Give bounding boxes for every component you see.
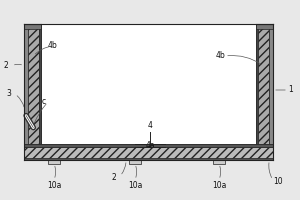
- Text: 2: 2: [3, 62, 8, 71]
- Text: c: c: [42, 98, 46, 106]
- Text: 4a: 4a: [145, 141, 155, 150]
- Text: 1: 1: [288, 85, 293, 94]
- Bar: [24, 24, 28, 144]
- Bar: [24, 144, 273, 147]
- Bar: [269, 24, 273, 144]
- Text: 10a: 10a: [212, 182, 226, 190]
- Bar: [39, 24, 41, 144]
- Bar: [24, 147, 273, 158]
- Bar: [41, 24, 256, 144]
- Text: 2: 2: [112, 173, 116, 182]
- Text: 4: 4: [148, 121, 152, 130]
- Text: 4b: 4b: [216, 51, 226, 60]
- Bar: [129, 160, 141, 164]
- Text: 4b: 4b: [48, 42, 58, 50]
- Bar: [28, 24, 39, 144]
- Bar: [213, 160, 225, 164]
- Bar: [24, 24, 41, 29]
- Bar: [256, 24, 273, 29]
- Bar: [24, 158, 273, 160]
- Text: 10a: 10a: [47, 182, 61, 190]
- Bar: [48, 160, 60, 164]
- Text: 10a: 10a: [128, 182, 142, 190]
- Text: 10: 10: [273, 178, 283, 186]
- Bar: [256, 24, 258, 144]
- Bar: [258, 24, 269, 144]
- Text: 3: 3: [6, 90, 11, 98]
